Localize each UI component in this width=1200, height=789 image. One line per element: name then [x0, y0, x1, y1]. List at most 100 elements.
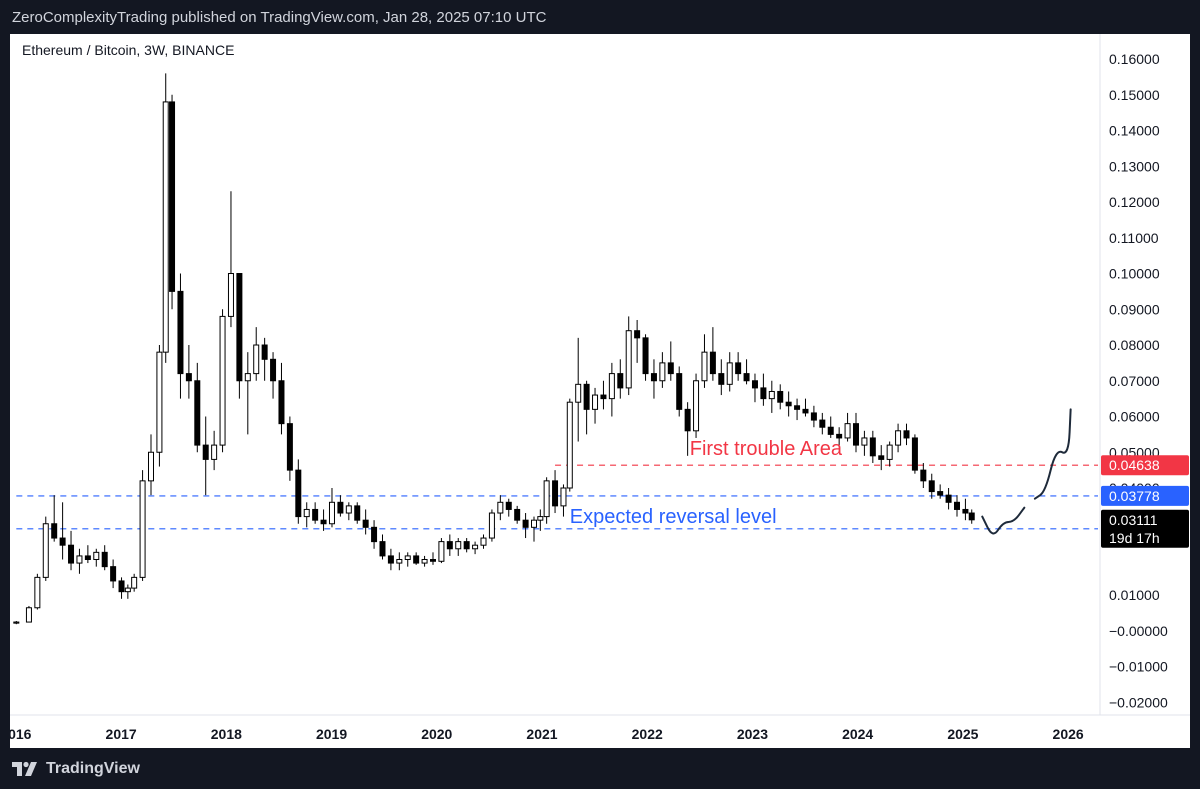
annotation-label-1[interactable]: Expected reversal level	[570, 506, 777, 528]
candle[interactable]	[634, 319, 641, 363]
candle[interactable]	[760, 373, 767, 406]
candle[interactable]	[608, 362, 615, 417]
candle[interactable]	[162, 73, 169, 363]
candle[interactable]	[59, 502, 66, 560]
candle[interactable]	[514, 505, 521, 524]
candle[interactable]	[701, 334, 708, 388]
candle[interactable]	[954, 495, 961, 517]
candle[interactable]	[51, 495, 58, 542]
candle[interactable]	[794, 398, 801, 421]
projection-path-1[interactable]	[1033, 408, 1072, 500]
chart-panel[interactable]: First trouble Area Expected reversal leve…	[10, 34, 1190, 748]
candle[interactable]	[735, 352, 742, 381]
candle[interactable]	[169, 94, 176, 310]
candle[interactable]	[93, 548, 100, 567]
candle[interactable]	[968, 509, 975, 524]
candle[interactable]	[244, 352, 251, 435]
candle[interactable]	[438, 538, 445, 564]
candle[interactable]	[895, 423, 902, 453]
candle[interactable]	[726, 352, 733, 392]
candle[interactable]	[903, 423, 910, 446]
candle[interactable]	[362, 509, 369, 535]
candle[interactable]	[543, 477, 550, 524]
candle[interactable]	[396, 552, 403, 571]
candle[interactable]	[709, 327, 716, 381]
candle[interactable]	[642, 334, 649, 381]
candle[interactable]	[446, 534, 453, 556]
price-chart[interactable]: First trouble Area Expected reversal leve…	[10, 34, 1190, 748]
candle[interactable]	[625, 316, 632, 396]
candle[interactable]	[869, 430, 876, 463]
candle[interactable]	[211, 430, 218, 471]
candle[interactable]	[751, 373, 758, 403]
candle[interactable]	[261, 337, 268, 381]
candle[interactable]	[684, 402, 691, 456]
candle[interactable]	[878, 445, 885, 471]
candle[interactable]	[84, 545, 91, 564]
candle[interactable]	[522, 513, 529, 539]
candle[interactable]	[693, 373, 700, 438]
candle[interactable]	[177, 273, 184, 399]
candle[interactable]	[497, 495, 504, 521]
candle[interactable]	[312, 502, 319, 524]
candle[interactable]	[156, 345, 163, 467]
candle[interactable]	[270, 352, 277, 399]
candle[interactable]	[802, 398, 809, 417]
candle[interactable]	[819, 412, 826, 435]
candle[interactable]	[202, 416, 209, 496]
candle[interactable]	[118, 577, 125, 599]
candle[interactable]	[194, 362, 201, 453]
candle[interactable]	[320, 509, 327, 531]
candle[interactable]	[962, 498, 969, 521]
candle[interactable]	[76, 548, 83, 574]
candle[interactable]	[227, 191, 234, 328]
candle[interactable]	[560, 484, 567, 517]
candle[interactable]	[25, 605, 32, 623]
candle[interactable]	[861, 430, 868, 456]
annotation-label-0[interactable]: First trouble Area	[690, 438, 843, 460]
candle[interactable]	[777, 384, 784, 410]
candle[interactable]	[676, 366, 683, 417]
candle[interactable]	[328, 488, 335, 528]
candle[interactable]	[827, 416, 834, 438]
candle[interactable]	[236, 273, 243, 399]
candle[interactable]	[371, 520, 378, 549]
candle[interactable]	[278, 362, 285, 435]
candle[interactable]	[219, 309, 226, 453]
candle[interactable]	[844, 412, 851, 442]
candle[interactable]	[286, 416, 293, 481]
candle[interactable]	[785, 391, 792, 417]
candle[interactable]	[718, 359, 725, 396]
candle[interactable]	[147, 434, 154, 496]
candle[interactable]	[253, 327, 260, 381]
candle[interactable]	[421, 555, 428, 567]
brand[interactable]: TradingView	[12, 760, 140, 778]
candle[interactable]	[667, 341, 674, 381]
candle[interactable]	[124, 584, 131, 599]
candle[interactable]	[852, 412, 859, 453]
candle[interactable]	[472, 541, 479, 555]
candle[interactable]	[575, 337, 582, 442]
candle[interactable]	[139, 470, 146, 581]
candle[interactable]	[131, 573, 138, 592]
candle[interactable]	[110, 559, 117, 589]
candle[interactable]	[531, 516, 538, 542]
candle[interactable]	[34, 573, 41, 610]
candle[interactable]	[505, 498, 512, 517]
candle[interactable]	[295, 459, 302, 524]
candle[interactable]	[101, 545, 108, 571]
candle[interactable]	[928, 473, 935, 499]
candle[interactable]	[185, 345, 192, 399]
candle[interactable]	[537, 509, 544, 531]
candle[interactable]	[337, 495, 344, 517]
candle[interactable]	[650, 359, 657, 399]
candle[interactable]	[379, 534, 386, 560]
candle[interactable]	[836, 427, 843, 446]
candle[interactable]	[455, 538, 462, 556]
candle[interactable]	[552, 470, 559, 514]
candle[interactable]	[413, 552, 420, 565]
candle[interactable]	[429, 552, 436, 565]
candle[interactable]	[920, 462, 927, 488]
candle[interactable]	[911, 434, 918, 474]
candle[interactable]	[743, 359, 750, 385]
